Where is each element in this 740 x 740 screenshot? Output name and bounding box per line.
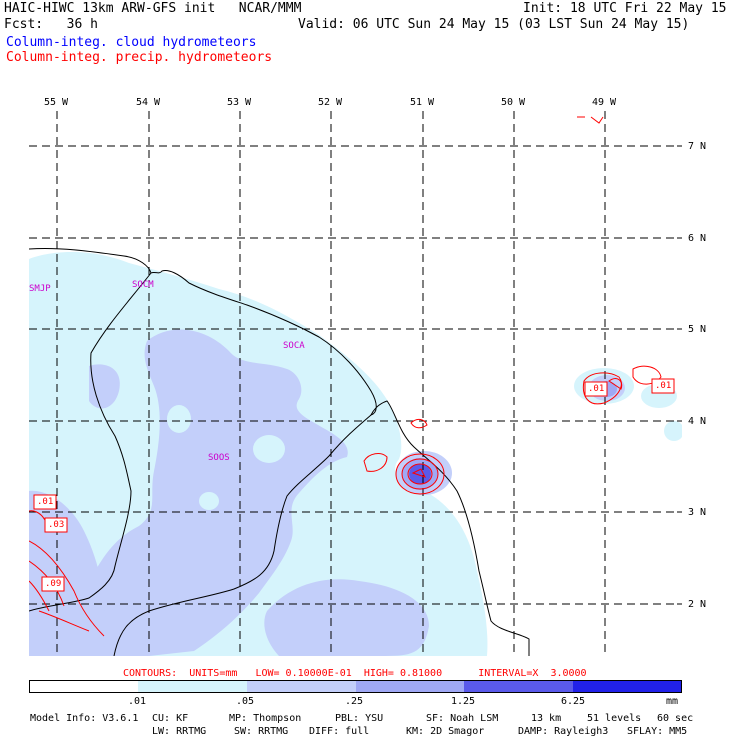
model-info: DAMP: Rayleigh3 xyxy=(518,726,609,737)
colorbar-border xyxy=(29,680,682,693)
model-info: 51 levels xyxy=(587,713,642,724)
map-panel xyxy=(29,111,682,656)
grid-lines xyxy=(29,111,682,656)
precip-contours xyxy=(29,116,662,637)
contour-label-boxes xyxy=(33,378,675,592)
lat-label: 7 N xyxy=(688,141,707,152)
colorbar-swatch xyxy=(138,680,247,693)
lat-label: 6 N xyxy=(688,233,707,244)
colorbar-label: 1.25 xyxy=(451,696,476,707)
contour-label: .01 xyxy=(655,381,672,391)
contour-label: .01 xyxy=(588,384,605,394)
lat-ticks xyxy=(677,145,682,605)
colorbar-swatch xyxy=(573,680,681,693)
contour-info: CONTOURS: UNITS=mm LOW= 0.10000E-01 HIGH… xyxy=(123,668,587,679)
init-time: Init: 18 UTC Fri 22 May 15 xyxy=(523,1,727,16)
colorbar-label: .05 xyxy=(236,696,255,707)
model-info: PBL: YSU xyxy=(335,713,384,724)
model-info: 13 km xyxy=(531,713,562,724)
colorbar xyxy=(29,680,682,693)
colorbar-units: mm xyxy=(666,696,679,707)
field-precip-label: Column-integ. precip. hydrometeors xyxy=(6,50,273,65)
model-info: Model Info: V3.6.1 xyxy=(30,713,139,724)
lon-label: 50 W xyxy=(501,97,526,108)
valid-time: Valid: 06 UTC Sun 24 May 15 (03 LST Sun … xyxy=(298,17,690,32)
model-info: SFLAY: MM5 xyxy=(627,726,688,737)
colorbar-label: 6.25 xyxy=(561,696,586,707)
contour-label: .09 xyxy=(45,579,62,589)
station-label: SOCA xyxy=(283,341,305,351)
colorbar-swatch xyxy=(247,680,356,693)
model-info: KM: 2D Smagor xyxy=(406,726,485,737)
station-label: SOOS xyxy=(208,453,230,463)
lat-label: 5 N xyxy=(688,324,707,335)
model-info: 60 sec xyxy=(657,713,694,724)
colorbar-swatch xyxy=(464,680,573,693)
colorbar-swatch xyxy=(29,680,138,693)
lat-label: 3 N xyxy=(688,507,707,518)
lon-label: 53 W xyxy=(227,97,252,108)
colorbar-swatch xyxy=(356,680,464,693)
model-info: SW: RRTMG xyxy=(234,726,289,737)
lat-label: 4 N xyxy=(688,416,707,427)
lon-label: 49 W xyxy=(592,97,617,108)
model-info: DIFF: full xyxy=(309,726,370,737)
lon-label: 55 W xyxy=(44,97,69,108)
model-info: CU: KF xyxy=(152,713,189,724)
lon-label: 52 W xyxy=(318,97,343,108)
colorbar-label: .25 xyxy=(345,696,364,707)
field-cloud-label: Column-integ. cloud hydrometeors xyxy=(6,35,257,50)
station-label: SOCM xyxy=(132,280,154,290)
plot-title: HAIC-HIWC 13km ARW-GFS init NCAR/MMM xyxy=(4,1,302,16)
lat-label: 2 N xyxy=(688,599,707,610)
colorbar-label: .01 xyxy=(128,696,147,707)
forecast-hour: Fcst: 36 h xyxy=(4,17,98,32)
model-info: LW: RRTMG xyxy=(152,726,207,737)
model-info: MP: Thompson xyxy=(229,713,302,724)
station-label: SMJP xyxy=(29,284,51,294)
contour-label: .03 xyxy=(48,520,65,530)
cloud-gaps xyxy=(167,405,393,533)
contour-label: .01 xyxy=(37,497,54,507)
lon-label: 51 W xyxy=(410,97,435,108)
model-info: SF: Noah LSM xyxy=(426,713,499,724)
lon-label: 54 W xyxy=(136,97,161,108)
